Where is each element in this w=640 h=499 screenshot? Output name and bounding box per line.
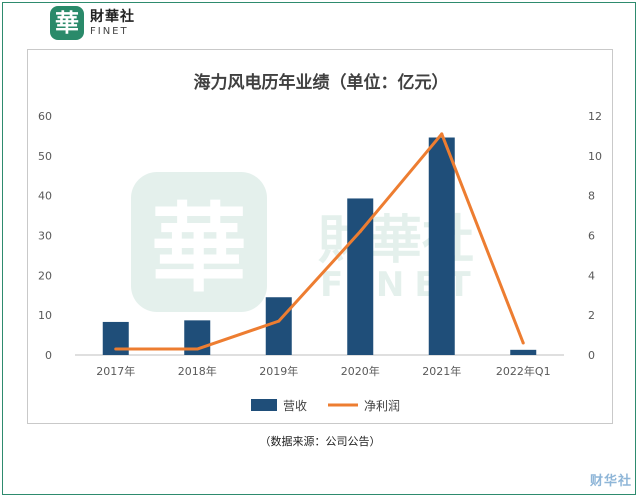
logo-name-cn: 財華社: [90, 8, 135, 25]
revenue-bar: [428, 137, 455, 355]
y-left-tick-label: 60: [38, 110, 52, 123]
chart-title: 海力风电历年业绩（单位：亿元）: [194, 72, 449, 93]
y-right-tick-label: 4: [588, 269, 595, 282]
y-left-tick-label: 10: [38, 309, 52, 322]
x-tick-label: 2022年Q1: [496, 364, 551, 378]
logo-text: 財華社 FINET: [90, 10, 135, 37]
legend-label-profit: 净利润: [364, 399, 400, 413]
profit-point: [440, 132, 444, 136]
x-tick-label: 2021年: [422, 364, 461, 378]
y-right-tick-label: 8: [588, 190, 595, 203]
footer-watermark: 财华社: [589, 474, 632, 489]
legend: 营收 净利润: [251, 399, 400, 413]
legend-swatch-revenue: [251, 399, 277, 411]
x-tick-label: 2017年: [96, 364, 135, 378]
y-right-tick-label: 6: [588, 230, 595, 243]
y-left-tick-label: 20: [38, 269, 52, 282]
profit-point: [277, 319, 281, 323]
y-left-tick-label: 0: [45, 349, 52, 362]
y-left-tick-label: 30: [38, 230, 52, 243]
chart-area: 華 財華社 FINET 海力风电历年业绩（单位：亿元） 0 10 20 30 40 50 6…: [27, 49, 613, 424]
svg-text:FINET: FINET: [320, 265, 481, 305]
profit-line-path: [115, 132, 525, 351]
profit-point: [195, 347, 199, 351]
x-tick-label: 2019年: [259, 364, 298, 378]
profit-point: [114, 347, 118, 351]
legend-label-revenue: 营收: [283, 399, 307, 413]
revenue-bar: [510, 349, 537, 355]
x-tick-label: 2020年: [341, 364, 380, 378]
profit-point: [358, 230, 362, 234]
y-right-tick-label: 2: [588, 309, 595, 322]
x-tick-label: 2018年: [178, 364, 217, 378]
logo-badge: 華: [50, 6, 84, 40]
finet-logo: 華 財華社 FINET: [50, 6, 135, 40]
source-note: （数据来源：公司公告）: [259, 435, 381, 448]
logo-name-en: FINET: [90, 25, 129, 37]
profit-point: [521, 341, 525, 345]
y-right-tick-label: 10: [588, 150, 602, 163]
y-left-tick-label: 40: [38, 190, 52, 203]
y-right-tick-label: 0: [588, 349, 595, 362]
profit-line: [114, 132, 525, 351]
revenue-bar: [265, 297, 292, 355]
chart-svg: 華 財華社 FINET 海力风电历年业绩（单位：亿元） 010203040506…: [38, 72, 602, 413]
bars: [102, 137, 537, 355]
svg-text:華: 華: [151, 192, 247, 305]
y-right-tick-label: 12: [588, 110, 602, 123]
axes: 0 10 20 30 40 50 60 0 2 4 6 8 10 12 2017年 2018年 2019年 202…: [38, 110, 602, 378]
revenue-bar: [347, 198, 374, 355]
y-left-tick-label: 50: [38, 150, 52, 163]
